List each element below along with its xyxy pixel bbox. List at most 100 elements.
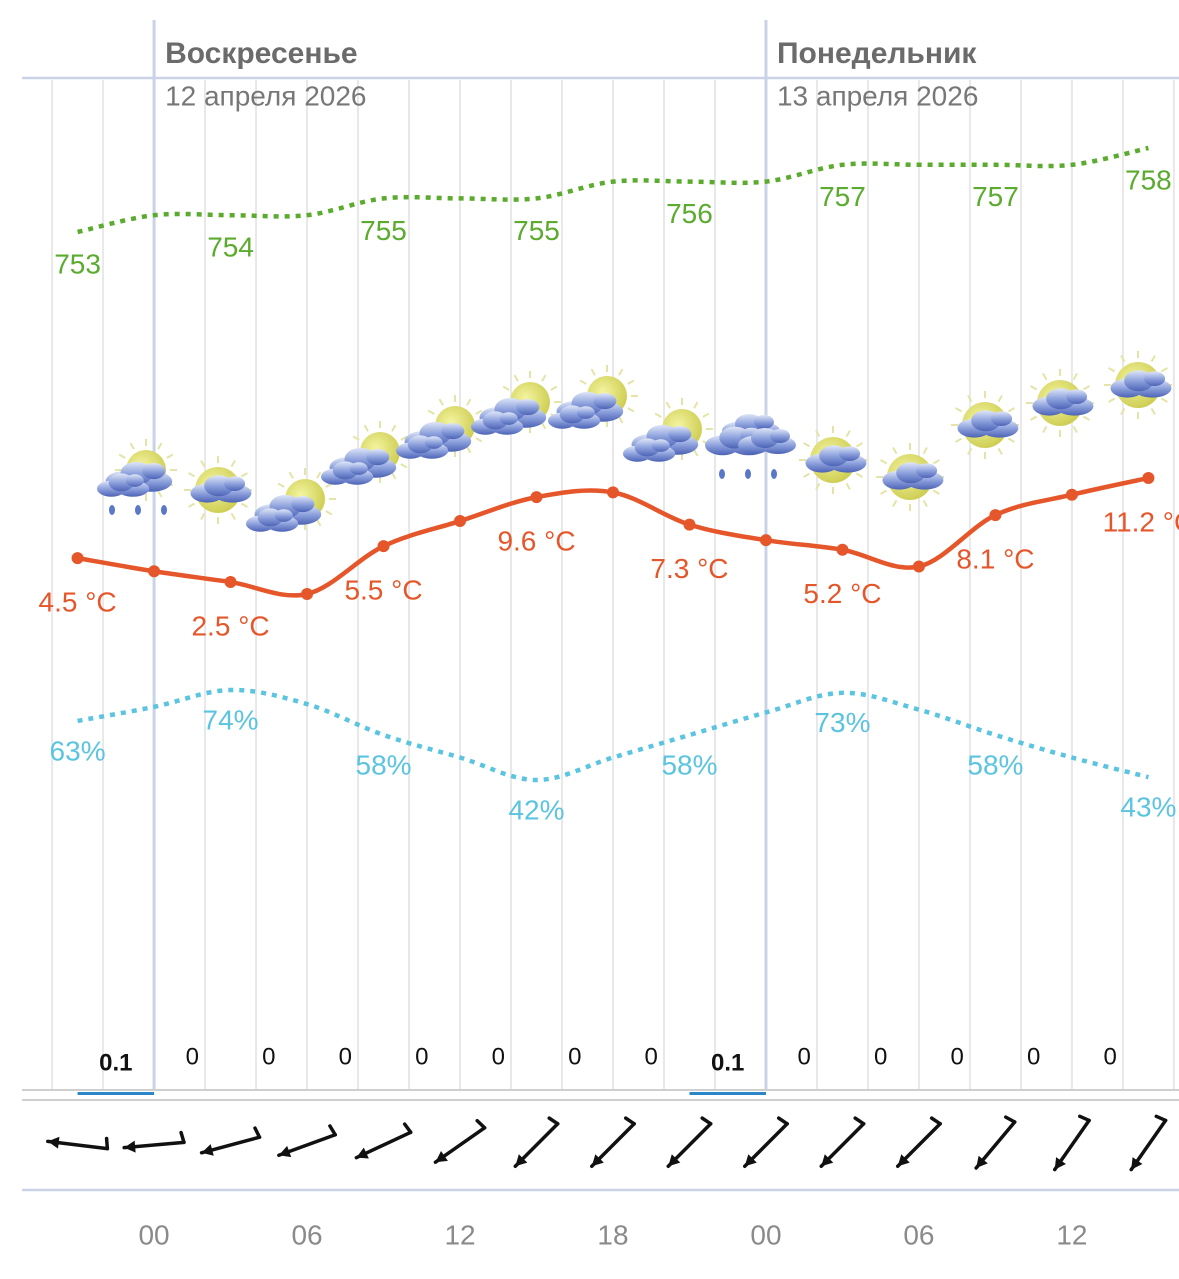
cloud [651, 439, 670, 452]
humidity-label: 58% [356, 749, 412, 780]
x-tick-label: 12 [1056, 1219, 1087, 1250]
cloud [991, 411, 1013, 427]
precip-label: 0.1 [99, 1049, 132, 1076]
sun-ray [316, 471, 322, 479]
pressure-label: 756 [666, 198, 713, 229]
sun-ray [590, 368, 596, 376]
sun-ray [967, 395, 973, 403]
pressure-label: 758 [1125, 164, 1172, 195]
temperature-label: 9.6 °C [497, 526, 575, 557]
wind-stroke [1154, 1114, 1168, 1123]
cloud [668, 426, 692, 443]
sun-ray [541, 422, 547, 430]
temperature-point [530, 491, 543, 504]
sun-ray [466, 398, 472, 406]
sun-ray [288, 471, 294, 479]
x-tick-label: 06 [291, 1219, 322, 1250]
precip-label: 0 [874, 1043, 887, 1070]
cloud [770, 429, 790, 443]
pressure-label: 755 [360, 215, 407, 246]
wind-arrow [199, 1126, 262, 1156]
sun-ray [855, 472, 863, 478]
sun-ray [1042, 425, 1048, 433]
sun-ray [803, 442, 811, 448]
wind-stroke [853, 1116, 866, 1126]
sun-ray [240, 472, 248, 478]
wind-head [821, 1154, 834, 1167]
cloud [499, 412, 518, 425]
temperature-label: 7.3 °C [650, 553, 728, 584]
sun-ray [579, 379, 587, 385]
wind-stroke [402, 1122, 413, 1135]
wind-head [124, 1140, 136, 1153]
sun-ray [815, 482, 821, 490]
cloud [839, 446, 861, 462]
humidity-label: 58% [661, 749, 717, 780]
sun-ray [627, 407, 635, 413]
sun-ray [427, 409, 435, 415]
sun-ray [400, 435, 408, 441]
sun-ray [702, 412, 710, 418]
wind-arrow [743, 1116, 789, 1168]
temperature-point [301, 588, 314, 600]
sun-ray [932, 489, 940, 495]
precip-label: 0 [186, 1043, 199, 1070]
rain-drop [109, 505, 115, 515]
temperature-label: 5.5 °C [344, 575, 422, 606]
temperature-point [606, 486, 619, 499]
sun-ray [166, 453, 174, 459]
cloud [366, 449, 390, 466]
wind-arrow [433, 1118, 487, 1164]
sun-ray [892, 499, 898, 507]
temperature-label: 8.1 °C [956, 543, 1034, 574]
sun-ray [200, 512, 206, 520]
sun-ray [892, 447, 898, 455]
sun-ray [230, 460, 236, 468]
x-tick-label: 18 [597, 1219, 628, 1250]
sun-ray [922, 447, 928, 455]
precip-label: 0 [798, 1043, 811, 1070]
temperature-label: 2.5 °C [191, 610, 269, 641]
cloud [291, 496, 315, 513]
wind-head [278, 1145, 292, 1158]
rain-drop [719, 469, 725, 479]
sun-ray [1160, 397, 1168, 403]
sun-ray [997, 447, 1003, 455]
sun-ray [1072, 425, 1078, 433]
wind-stroke [1004, 1115, 1017, 1124]
day-date: 12 апреля 2026 [165, 80, 366, 111]
precip-label: 0 [645, 1043, 658, 1070]
sun-ray [922, 499, 928, 507]
day-name: Воскресенье [165, 37, 358, 70]
sun-ray [967, 447, 973, 455]
sun-ray [932, 459, 940, 465]
sun-ray [1150, 407, 1156, 415]
sun-ray [1030, 415, 1038, 421]
temperature-point [989, 509, 1002, 522]
temperature-point [148, 565, 161, 578]
wind-arrow [1129, 1114, 1168, 1172]
sun-ray [1160, 367, 1168, 373]
sun-ray [157, 442, 163, 450]
x-tick-label: 12 [444, 1219, 475, 1250]
cloud [424, 436, 443, 449]
precip-label: 0 [262, 1043, 275, 1070]
sun-ray [129, 442, 135, 450]
precip-label: 0 [951, 1043, 964, 1070]
sun-ray [693, 401, 699, 409]
sun-ray [845, 482, 851, 490]
sun-ray [157, 490, 163, 498]
sun-ray [855, 442, 863, 448]
sun-ray [955, 437, 963, 443]
sun-ray [627, 379, 635, 385]
sun-ray [618, 368, 624, 376]
wind-arrow [513, 1116, 560, 1168]
weather-icons [97, 351, 1172, 532]
sun-ray [880, 489, 888, 495]
wind-head [435, 1150, 448, 1163]
sun-ray [665, 401, 671, 409]
temperature-point [1065, 488, 1078, 501]
cloud [125, 474, 144, 487]
wind-arrow [1052, 1114, 1091, 1172]
wind-arrow [974, 1115, 1017, 1170]
